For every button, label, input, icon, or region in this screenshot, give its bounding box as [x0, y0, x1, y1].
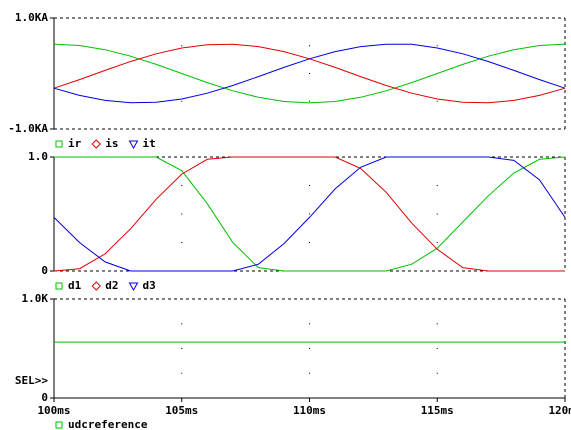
- grid-dot: [309, 372, 310, 374]
- legend-marker: [55, 282, 63, 290]
- grid-dot: [309, 73, 310, 74]
- legend-marker: [55, 421, 63, 429]
- grid-dot: [436, 348, 438, 349]
- grid-dot: [436, 100, 438, 102]
- y-tick-label: 1.0: [28, 150, 48, 163]
- legend-label: it: [143, 137, 156, 150]
- series-line: [53, 156, 565, 272]
- x-tick-label: 115ms: [421, 404, 454, 417]
- x-tick-label: 100ms: [37, 404, 70, 417]
- y-tick-label: 1.0KA: [15, 11, 48, 24]
- grid-dot: [181, 45, 183, 47]
- legend-label: is: [105, 137, 118, 150]
- grid-dot: [309, 348, 310, 349]
- legend-marker: [55, 140, 63, 148]
- grid-dot: [309, 323, 310, 325]
- grid-dot: [181, 323, 183, 325]
- y-tick-label: 0: [41, 264, 48, 277]
- x-tick-label: 105ms: [165, 404, 198, 417]
- grid-dot: [436, 242, 438, 243]
- grid-dot: [181, 185, 183, 186]
- grid-dot: [181, 372, 183, 374]
- grid-dot: [436, 185, 438, 186]
- series-line: [54, 156, 566, 272]
- legend-label: d3: [143, 279, 156, 292]
- x-tick-label: 110ms: [293, 404, 326, 417]
- y-tick-label: -1.0KA: [8, 122, 48, 135]
- grid-dot: [309, 185, 310, 186]
- legend-label: udcreference: [68, 418, 148, 430]
- grid-dot: [436, 213, 438, 215]
- grid-dot: [436, 372, 438, 374]
- legend-label: d2: [105, 279, 118, 292]
- grid-dot: [309, 213, 310, 215]
- legend-marker: [91, 139, 101, 149]
- grid-dot: [181, 348, 183, 349]
- grid-dot: [436, 45, 438, 47]
- grid-dot: [181, 100, 183, 102]
- grid-dot: [436, 323, 438, 325]
- y-tick-label: 1.0K: [22, 292, 49, 305]
- legend-label: ir: [68, 137, 82, 150]
- annotation: SEL>>: [15, 374, 48, 387]
- legend-marker: [128, 140, 139, 150]
- grid-dot: [309, 45, 310, 47]
- grid-dot: [181, 242, 183, 243]
- legend-marker: [91, 281, 101, 291]
- x-tick-label: 120ms: [548, 404, 571, 417]
- y-tick-label: 0: [41, 391, 48, 404]
- legend-label: d1: [68, 279, 82, 292]
- legend-marker: [128, 282, 139, 292]
- grid-dot: [309, 100, 310, 102]
- series-line: [53, 43, 566, 104]
- series-line: [53, 156, 566, 272]
- grid-dot: [181, 213, 183, 215]
- grid-dot: [309, 242, 310, 243]
